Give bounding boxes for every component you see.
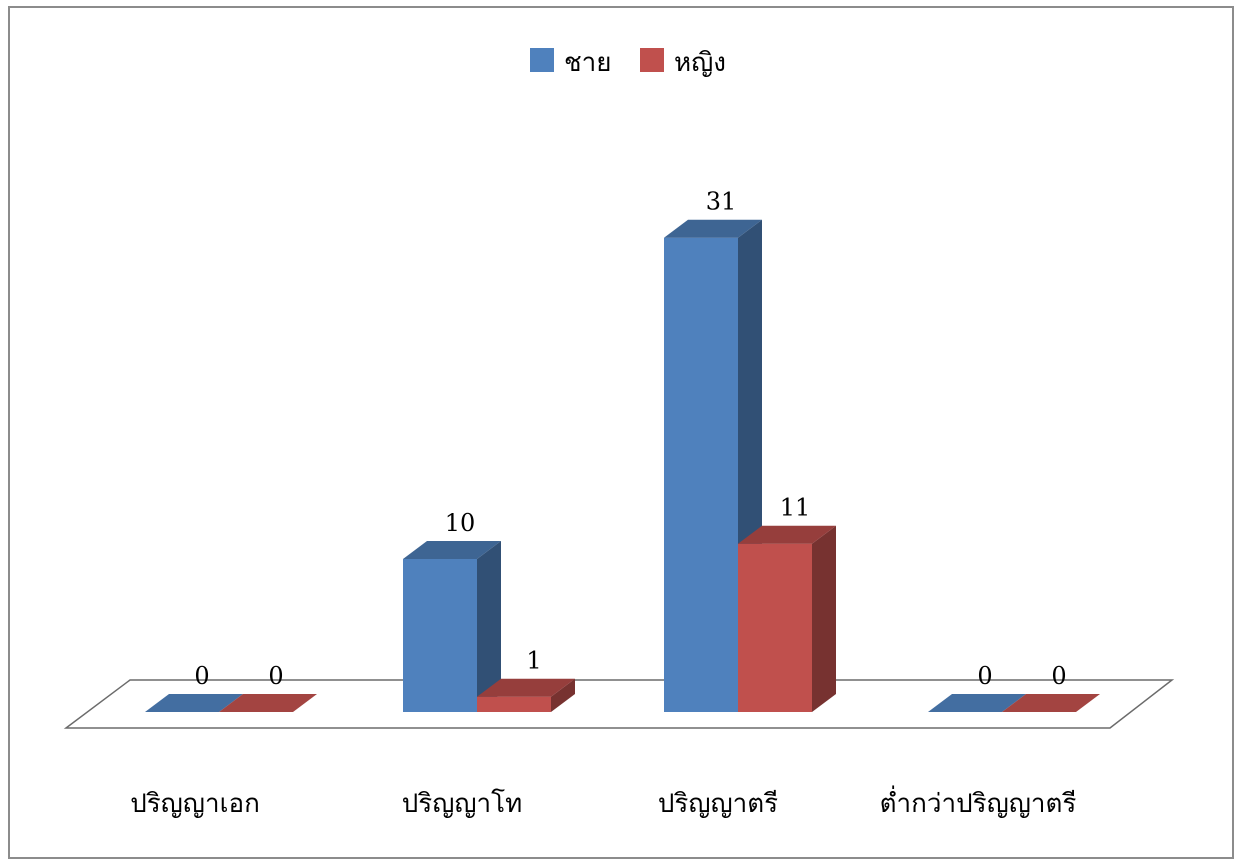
data-label-1-1: 1 <box>526 647 541 675</box>
bar-flat <box>145 694 243 712</box>
bar-0-0 <box>145 694 243 712</box>
bar-side <box>477 541 501 712</box>
bar-top <box>403 541 501 559</box>
data-label-0-0: 0 <box>194 662 209 690</box>
category-label-0: ปริญญาเอก <box>130 789 260 819</box>
bar-3-0 <box>928 694 1026 712</box>
bar-top <box>738 525 836 544</box>
category-label-3: ต่ำกว่าปริญญาตรี <box>880 785 1077 819</box>
data-label-3-1: 0 <box>1051 662 1066 690</box>
category-label-1: ปริญญาโท <box>402 788 522 819</box>
bar-2-1 <box>738 525 836 712</box>
data-label-0-1: 0 <box>268 662 283 690</box>
bar-2-0 <box>664 219 762 712</box>
bar-front <box>664 237 738 712</box>
data-labels-layer: 0 0 10 1 31 11 0 0 <box>194 188 1066 690</box>
bar-side <box>551 678 575 712</box>
legend-swatch-1 <box>640 48 664 72</box>
bar-flat <box>1002 694 1100 712</box>
bar-flat <box>928 694 1026 712</box>
data-label-2-1: 11 <box>780 494 811 522</box>
bar-front <box>403 559 477 712</box>
legend-swatch-0 <box>530 48 554 72</box>
legend-label-1: หญิง <box>674 48 726 78</box>
bar-front <box>477 696 551 712</box>
category-label-2: ปริญญาตรี <box>658 789 778 819</box>
legend: ชาย หญิง <box>530 48 726 78</box>
bar-front <box>738 543 812 712</box>
bar-3-1 <box>1002 694 1100 712</box>
bar-top <box>664 219 762 238</box>
bars-layer <box>145 219 1100 712</box>
data-label-2-0: 31 <box>706 188 737 216</box>
bar-top <box>477 678 575 697</box>
legend-label-0: ชาย <box>564 48 611 78</box>
bar-1-1 <box>477 678 575 712</box>
data-label-1-0: 10 <box>445 509 476 537</box>
bar-side <box>812 525 836 712</box>
bar-1-0 <box>403 541 501 712</box>
bar-0-1 <box>219 694 317 712</box>
data-label-3-0: 0 <box>977 662 992 690</box>
bar-flat <box>219 694 317 712</box>
category-labels-layer: ปริญญาเอก ปริญญาโท ปริญญาตรี ต่ำกว่าปริญญาต… <box>130 785 1076 819</box>
